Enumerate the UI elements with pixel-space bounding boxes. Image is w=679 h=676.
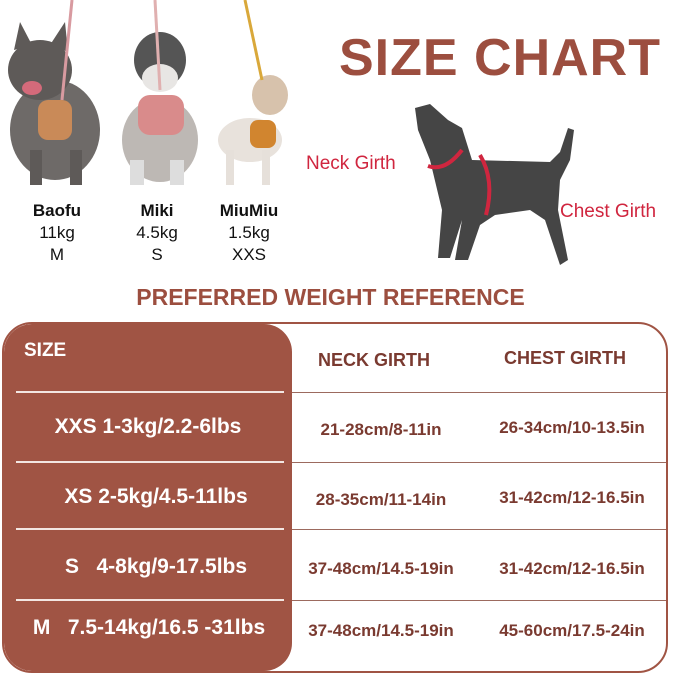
dog-caption-miki: Miki 4.5kg S	[112, 200, 202, 266]
dog-weight: 1.5kg	[228, 223, 270, 242]
baofu-photo	[8, 22, 100, 185]
row-size-s: S 4-8kg/9-17.5lbs	[64, 555, 248, 578]
row-neck: 37-48cm/14.5-19in	[308, 621, 454, 640]
dog-weight: 11kg	[39, 223, 75, 242]
row-chest: 31-42cm/12-16.5in	[499, 488, 645, 507]
dog-name: MiuMiu	[219, 201, 279, 220]
dog-name: Miki	[140, 201, 174, 220]
page-title: SIZE CHART	[339, 29, 661, 87]
size-column-panel	[4, 324, 292, 671]
header-neck-girth: NECK GIRTH	[318, 350, 430, 370]
dog-weight: 4.5kg	[136, 223, 178, 242]
dog-silhouette-diagram	[415, 104, 574, 265]
dog-photos	[8, 0, 288, 185]
dog-caption-baofu: Baofu 11kg M	[12, 200, 102, 266]
chest-girth-label: Chest Girth	[560, 201, 657, 222]
row-neck: 37-48cm/14.5-19in	[308, 559, 454, 578]
header-size: SIZE	[24, 340, 67, 361]
row-chest: 45-60cm/17.5-24in	[499, 621, 645, 640]
row-chest: 26-34cm/10-13.5in	[499, 418, 645, 437]
miki-photo	[122, 32, 198, 185]
dog-name: Baofu	[32, 201, 82, 220]
row-size-xxs: XXS 1-3kg/2.2-6lbs	[54, 415, 242, 438]
section-subtitle: PREFERRED WEIGHT REFERENCE	[136, 284, 525, 310]
row-size-m: M 7.5-14kg/16.5 -31lbs	[32, 616, 266, 639]
dog-size: XXS	[231, 245, 267, 264]
dog-caption-miumiu: MiuMiu 1.5kg XXS	[204, 200, 294, 266]
row-neck: 28-35cm/11-14in	[315, 490, 447, 509]
row-size-xs: XS 2-5kg/4.5-11lbs	[64, 485, 248, 508]
miumiu-photo	[218, 75, 288, 185]
row-chest: 31-42cm/12-16.5in	[499, 559, 645, 578]
neck-girth-label: Neck Girth	[306, 153, 396, 174]
size-table: SIZE NECK GIRTH CHEST GIRTH XXS 1-3kg/2.…	[2, 322, 668, 673]
row-neck: 21-28cm/8-11in	[320, 420, 442, 439]
dog-size: M	[49, 245, 65, 264]
header-chest-girth: CHEST GIRTH	[503, 348, 626, 368]
dog-size: S	[151, 245, 163, 264]
